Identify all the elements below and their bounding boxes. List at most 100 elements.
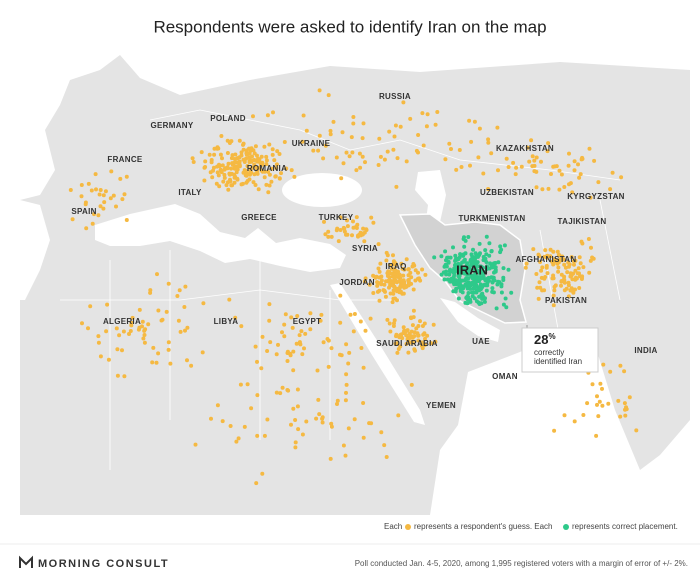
guess-dot [232,172,237,177]
guess-dot [420,267,425,272]
guess-dot [572,262,576,267]
correct-dot [477,241,482,246]
guess-dot [357,232,362,237]
guess-dot [296,427,301,432]
guess-dot [344,150,349,155]
guess-dot [415,331,420,336]
correct-dot [465,301,470,306]
guess-dot [564,286,569,291]
guess-dot [385,317,390,322]
guess-dot [269,179,274,184]
correct-dot [447,272,452,277]
correct-dot [456,296,461,301]
guess-dot [574,275,578,280]
correct-dot [502,243,507,248]
correct-dot [481,274,486,279]
country-label: JORDAN [339,278,375,287]
guess-dot [588,258,593,263]
guess-dot [210,175,215,180]
guess-dot [577,286,582,290]
guess-dot [576,162,580,167]
guess-dot [557,187,562,192]
guess-dot [388,329,393,334]
guess-dot [270,166,275,171]
guess-dot [83,202,88,207]
country-label: POLAND [210,114,246,123]
guess-dot [534,185,539,190]
guess-dot [395,341,400,346]
guess-dot [544,263,549,268]
guess-dot [237,155,242,160]
guess-dot [311,148,316,153]
guess-dot [341,161,346,166]
guess-dot [399,332,404,337]
guess-dot [217,184,222,189]
guess-dot [355,222,360,227]
country-label: UAE [472,337,490,346]
guess-dot [295,404,300,409]
guess-dot [346,426,351,431]
guess-dot [395,156,400,161]
correct-dot [451,280,456,285]
guess-dot [334,155,339,160]
correct-dot [449,269,454,274]
guess-dot [361,121,366,126]
correct-dot [509,290,514,295]
guess-dot [86,181,91,186]
guess-dot [250,165,255,170]
callout: 28% correctly identified Iran [521,325,599,373]
guess-dot [212,152,217,157]
correct-dot [484,277,489,281]
guess-dot [89,188,94,193]
correct-dot [477,294,482,299]
guess-dot [341,443,346,448]
guess-dot [387,270,392,275]
guess-dot [267,183,272,188]
guess-dot [420,346,425,351]
correct-dot [471,286,476,291]
country-label: SYRIA [352,244,378,253]
callout-box [521,327,599,373]
guess-dot [596,414,601,419]
guess-dot [141,336,146,341]
guess-dot [140,319,145,324]
guess-dot [209,158,214,162]
guess-dot [279,171,283,176]
guess-dot [208,170,213,175]
guess-dot [142,328,147,333]
country-label: KYRGYZSTAN [567,192,625,201]
guess-dot [545,149,550,154]
guess-dot [121,329,126,334]
guess-dot [111,193,116,198]
guess-dot [304,419,309,424]
guess-dot [457,148,462,152]
country-label: RUSSIA [379,92,411,101]
guess-dot [486,137,491,142]
guess-dot [377,269,382,274]
guess-dot [552,288,557,293]
guess-dot [177,288,182,293]
guess-dot [190,156,195,161]
guess-dot [416,150,420,155]
guess-dot [137,325,142,330]
guess-dot [532,169,537,174]
guess-dot [267,172,272,177]
guess-dot [413,268,418,273]
guess-dot [551,293,556,298]
guess-dot [386,278,391,283]
guess-dot [627,395,632,400]
correct-dot [454,256,459,261]
correct-dot [490,286,495,291]
legend-text: represents a respondent's guess. Each [414,522,553,531]
guess-dot [216,173,221,178]
guess-dot [98,354,103,359]
guess-dot [236,436,241,441]
guess-dot [351,219,355,224]
guess-dot [122,374,127,379]
guess-dot [459,165,464,169]
guess-dot [274,166,279,171]
correct-dot [484,260,489,265]
guess-dot [563,265,568,270]
country-label: SPAIN [71,207,96,216]
